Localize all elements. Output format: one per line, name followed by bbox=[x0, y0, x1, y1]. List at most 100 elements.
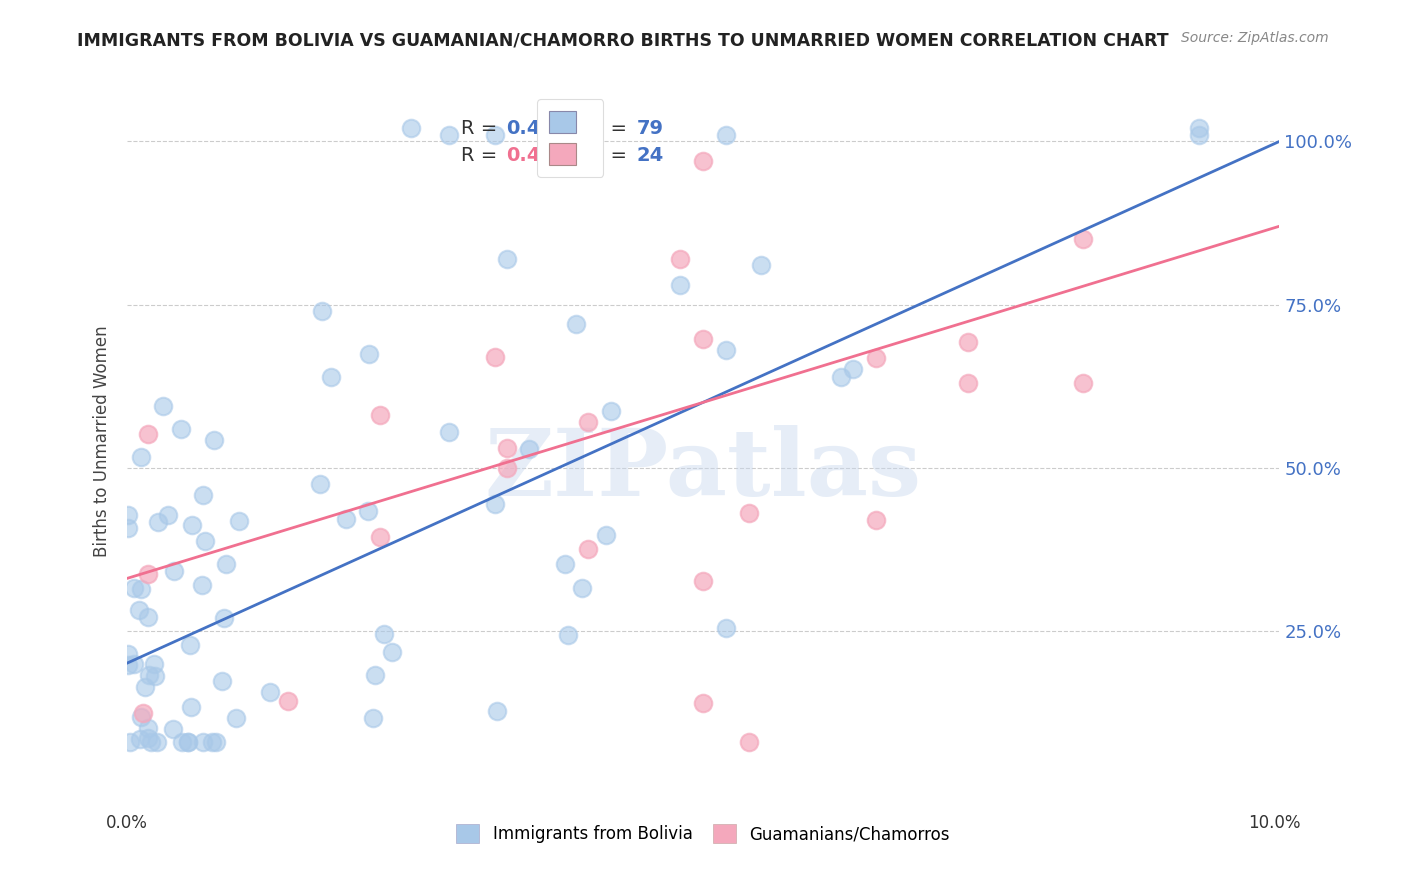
Text: N =: N = bbox=[571, 120, 633, 138]
Point bbox=[136, 731, 159, 746]
Text: 0.453: 0.453 bbox=[506, 146, 568, 165]
Point bbox=[749, 258, 772, 272]
Point bbox=[138, 427, 160, 442]
Point bbox=[576, 415, 599, 429]
Point bbox=[211, 674, 233, 689]
Point bbox=[163, 564, 186, 578]
Point bbox=[1073, 232, 1095, 246]
Point bbox=[830, 370, 852, 384]
Point bbox=[136, 721, 159, 735]
Point bbox=[170, 734, 193, 748]
Point bbox=[170, 422, 193, 436]
Point bbox=[557, 628, 579, 642]
Point bbox=[714, 128, 737, 142]
Point bbox=[277, 694, 299, 708]
Point bbox=[152, 399, 174, 413]
Point bbox=[146, 515, 169, 529]
Point bbox=[212, 611, 235, 625]
Point bbox=[484, 497, 506, 511]
Point bbox=[117, 508, 139, 523]
Point bbox=[311, 304, 333, 318]
Point bbox=[356, 503, 378, 517]
Point bbox=[484, 350, 506, 364]
Point bbox=[669, 252, 692, 266]
Point bbox=[1188, 128, 1211, 142]
Point bbox=[692, 696, 714, 710]
Text: IMMIGRANTS FROM BOLIVIA VS GUAMANIAN/CHAMORRO BIRTHS TO UNMARRIED WOMEN CORRELAT: IMMIGRANTS FROM BOLIVIA VS GUAMANIAN/CHA… bbox=[77, 31, 1168, 49]
Point bbox=[599, 404, 621, 418]
Point bbox=[117, 657, 139, 672]
Point bbox=[692, 574, 714, 588]
Point bbox=[129, 710, 152, 724]
Point bbox=[136, 567, 159, 582]
Point bbox=[118, 734, 141, 748]
Point bbox=[571, 581, 593, 595]
Text: Source: ZipAtlas.com: Source: ZipAtlas.com bbox=[1181, 31, 1329, 45]
Point bbox=[738, 506, 761, 520]
Point bbox=[381, 645, 404, 659]
Point bbox=[122, 657, 145, 672]
Point bbox=[486, 704, 509, 718]
Point bbox=[669, 277, 692, 292]
Point bbox=[1073, 376, 1095, 390]
Text: N =: N = bbox=[571, 146, 633, 165]
Point bbox=[136, 610, 159, 624]
Point bbox=[225, 711, 247, 725]
Point bbox=[128, 603, 150, 617]
Point bbox=[138, 667, 160, 681]
Point bbox=[156, 508, 179, 522]
Text: ZIPatlas: ZIPatlas bbox=[485, 425, 921, 515]
Point bbox=[373, 627, 395, 641]
Point bbox=[309, 477, 332, 491]
Point bbox=[191, 577, 214, 591]
Point bbox=[124, 581, 146, 595]
Point bbox=[496, 461, 519, 475]
Point bbox=[117, 647, 139, 661]
Point bbox=[177, 734, 200, 748]
Point bbox=[180, 699, 202, 714]
Point bbox=[865, 513, 887, 527]
Text: 24: 24 bbox=[637, 146, 664, 165]
Y-axis label: Births to Unmarried Women: Births to Unmarried Women bbox=[93, 326, 111, 558]
Point bbox=[129, 582, 152, 596]
Point bbox=[714, 621, 737, 635]
Point bbox=[842, 362, 865, 376]
Point bbox=[134, 680, 156, 694]
Point bbox=[143, 657, 166, 671]
Point bbox=[364, 667, 387, 681]
Text: R =: R = bbox=[461, 146, 503, 165]
Point bbox=[145, 734, 167, 748]
Point bbox=[259, 685, 281, 699]
Point bbox=[957, 376, 980, 390]
Point bbox=[554, 557, 576, 571]
Point bbox=[335, 512, 357, 526]
Point bbox=[738, 734, 761, 748]
Point bbox=[129, 450, 152, 464]
Point bbox=[193, 734, 215, 748]
Point bbox=[439, 128, 461, 142]
Point bbox=[117, 521, 139, 535]
Point bbox=[177, 734, 200, 748]
Point bbox=[496, 441, 519, 455]
Point bbox=[692, 332, 714, 346]
Point bbox=[595, 527, 617, 541]
Point bbox=[357, 347, 380, 361]
Point bbox=[957, 334, 980, 349]
Point bbox=[202, 433, 225, 447]
Point bbox=[132, 706, 155, 721]
Point bbox=[368, 409, 391, 423]
Point bbox=[214, 558, 236, 572]
Point bbox=[139, 734, 162, 748]
Point bbox=[181, 517, 204, 532]
Point bbox=[143, 668, 166, 682]
Text: 10.0%: 10.0% bbox=[1249, 814, 1301, 831]
Point bbox=[129, 731, 152, 746]
Point bbox=[179, 638, 201, 652]
Point bbox=[576, 541, 599, 556]
Point bbox=[714, 343, 737, 358]
Point bbox=[361, 711, 384, 725]
Point bbox=[484, 128, 506, 142]
Legend: Immigrants from Bolivia, Guamanians/Chamorros: Immigrants from Bolivia, Guamanians/Cham… bbox=[450, 817, 956, 850]
Point bbox=[692, 153, 714, 168]
Point bbox=[321, 370, 343, 384]
